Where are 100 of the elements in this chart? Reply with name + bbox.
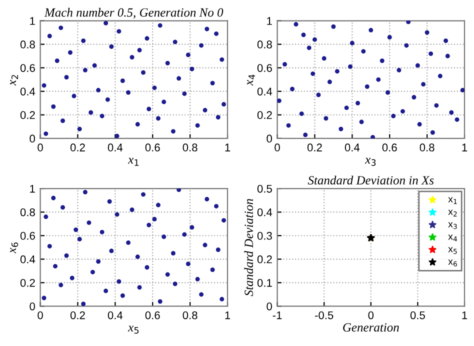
point [210, 80, 215, 86]
point [116, 29, 122, 34]
point [152, 216, 157, 222]
point [68, 50, 72, 55]
point [186, 52, 190, 58]
point [438, 74, 442, 78]
point [202, 242, 208, 248]
y-tick-label: 0.8 [20, 40, 35, 48]
y-tick-label: 0.2 [257, 255, 272, 264]
point [364, 84, 370, 89]
point [172, 40, 178, 44]
x-tick-label: 0.5 [410, 311, 425, 320]
chart-title: Standard Deviation in Xs [308, 176, 434, 185]
y-tick-label: 0.5 [257, 184, 272, 193]
point [51, 196, 56, 200]
point [104, 20, 108, 26]
point [370, 134, 376, 138]
x-tick-label: 0.4 [108, 144, 123, 152]
point [216, 247, 220, 252]
point [338, 126, 344, 132]
point [356, 100, 360, 106]
point [195, 123, 200, 128]
y-tick-label: 0.8 [257, 40, 272, 48]
point [216, 114, 220, 120]
point [146, 222, 152, 228]
point [454, 117, 460, 122]
point [176, 76, 182, 81]
point [361, 49, 366, 54]
point [406, 20, 411, 24]
point [44, 214, 48, 220]
point [90, 270, 95, 274]
y-tick-label: 0 [266, 134, 272, 143]
y-tick-label: 0.6 [20, 64, 35, 72]
x-tick-label: 0.2 [70, 144, 85, 152]
point [116, 279, 122, 284]
point [144, 265, 150, 270]
x-tick-label: 0 [274, 144, 280, 152]
point [387, 34, 392, 40]
point [344, 106, 349, 110]
point [96, 259, 101, 264]
point [58, 282, 64, 288]
point [156, 202, 160, 208]
x-axis-title: x$_{3}$ [364, 158, 376, 166]
point [202, 108, 208, 112]
point [359, 120, 364, 124]
point [92, 63, 97, 68]
y-axis-title: x$_{4}$ [247, 74, 255, 86]
point [126, 240, 131, 245]
point [445, 54, 450, 58]
y-tick-label: 1 [30, 184, 35, 193]
point [204, 26, 210, 32]
point [105, 97, 110, 102]
point [58, 26, 64, 30]
y-tick-label: 1 [30, 17, 35, 25]
x-axis-title: x$_{1}$ [128, 158, 139, 166]
point [104, 288, 108, 294]
legend-label: x$_{1}$ [448, 197, 457, 204]
point [109, 248, 114, 254]
point [42, 83, 46, 88]
point [47, 34, 52, 38]
legend-label: x$_{5}$ [448, 247, 457, 254]
point [158, 299, 162, 304]
point [120, 78, 125, 84]
point [72, 94, 76, 98]
point [444, 38, 448, 44]
point [137, 48, 142, 52]
point [303, 132, 308, 138]
y-axis-title: x$_{2}$ [10, 75, 18, 86]
point [312, 37, 317, 42]
point [42, 296, 46, 300]
point [186, 262, 190, 266]
point [324, 116, 328, 121]
point [310, 71, 316, 76]
point [114, 134, 120, 138]
point [70, 276, 74, 280]
point [74, 227, 78, 232]
point [301, 32, 306, 38]
point [114, 212, 120, 217]
point [294, 22, 298, 27]
point [170, 251, 176, 256]
point [60, 205, 66, 210]
y-axis-title: Standard Deviation [244, 199, 254, 296]
point [81, 38, 86, 44]
point [404, 43, 409, 48]
point [176, 188, 182, 192]
point [391, 114, 396, 118]
y-tick-label: 0.4 [257, 208, 272, 216]
point [199, 43, 204, 48]
x-tick-label: 0.6 [145, 144, 160, 152]
point [331, 24, 336, 29]
legend-label: x$_{2}$ [448, 210, 457, 216]
y-tick-label: 0.4 [257, 88, 272, 96]
y-tick-label: 0 [30, 134, 35, 143]
point [412, 94, 416, 100]
chart-title: Mach number 0.5, Generation No 0 [44, 8, 224, 19]
point [195, 276, 200, 282]
y-tick-label: 0.4 [20, 88, 36, 96]
point [430, 130, 435, 135]
point [417, 122, 422, 127]
point [172, 282, 178, 286]
